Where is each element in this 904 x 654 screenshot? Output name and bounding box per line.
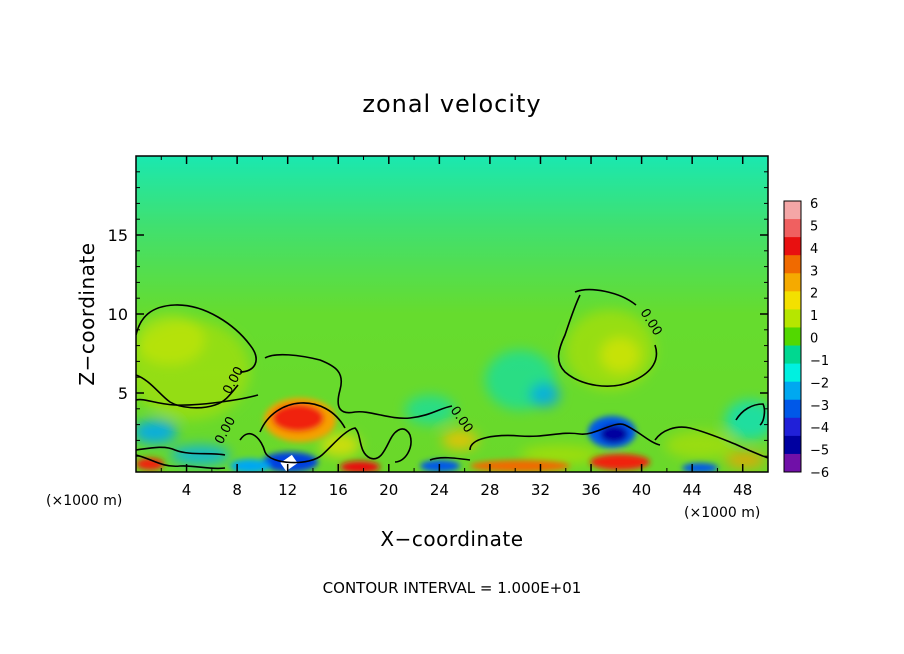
x-tick-label: 32: [531, 481, 550, 499]
colorbar-swatch: [784, 291, 801, 310]
x-tick-label: 24: [430, 481, 449, 499]
colorbar-swatch: [784, 417, 801, 437]
x-axis: 4 8 12 16 20 24 28 32 36 40 44 48: [160, 156, 752, 499]
colorbar-swatch: [784, 309, 801, 328]
colorbar-label: 6: [810, 197, 818, 212]
y-axis: 5 10 15: [108, 171, 768, 457]
colorbar-swatch: [784, 219, 801, 238]
x-tick-label: 40: [632, 481, 651, 499]
colorbar: 6 5 4 3 2 1 0 −1 −2 −3 −4 −5 −6: [783, 197, 829, 481]
x-tick-label: 12: [278, 481, 297, 499]
x-tick-label: 36: [581, 481, 600, 499]
contour-interval-note: CONTOUR INTERVAL = 1.000E+01: [323, 579, 582, 597]
colorbar-swatch: [784, 201, 801, 220]
colorbar-swatch: [784, 273, 801, 292]
colorbar-swatch: [784, 237, 801, 256]
x-tick-label: 8: [232, 481, 242, 499]
colorbar-label: −4: [810, 421, 829, 436]
x-tick-label: 16: [329, 481, 348, 499]
x-tick-label: 20: [379, 481, 398, 499]
x-axis-label: X−coordinate: [380, 527, 523, 551]
x-tick-label: 28: [480, 481, 499, 499]
colorbar-label: −3: [810, 399, 829, 414]
y-tick-label: 5: [118, 384, 128, 403]
x-tick-label: 48: [733, 481, 752, 499]
colorbar-swatch: [784, 345, 801, 365]
colorbar-label: 0: [810, 332, 818, 347]
colorbar-swatch: [784, 399, 801, 419]
colorbar-swatch: [784, 327, 801, 347]
x-tick-label: 44: [683, 481, 702, 499]
colorbar-label: 5: [810, 219, 818, 234]
colorbar-label: 4: [810, 242, 818, 257]
zero-contours: [136, 288, 768, 470]
colorbar-label: −6: [810, 466, 829, 481]
colorbar-swatch: [784, 381, 801, 401]
colorbar-label: 3: [810, 264, 818, 279]
colorbar-swatch: [784, 255, 801, 274]
x-units-right: (×1000 m): [684, 505, 760, 521]
x-tick-label: 4: [182, 481, 192, 499]
field-background: [136, 156, 768, 472]
y-tick-label: 10: [108, 305, 128, 324]
colorbar-swatch: [784, 363, 801, 383]
colorbar-label: −5: [810, 444, 829, 459]
heatmap-field: [136, 156, 768, 472]
colorbar-swatch: [784, 435, 801, 455]
colorbar-label: 2: [810, 287, 818, 302]
chart-title: zonal velocity: [362, 90, 541, 118]
colorbar-label: 1: [810, 309, 818, 324]
y-axis-label: Z−coordinate: [75, 242, 99, 385]
colorbar-swatch: [784, 453, 801, 473]
colorbar-label: −2: [810, 376, 829, 391]
colorbar-frame: [783, 200, 802, 473]
colorbar-label: −1: [810, 354, 829, 369]
y-tick-label: 15: [108, 226, 128, 245]
x-units-left: (×1000 m): [46, 493, 122, 509]
